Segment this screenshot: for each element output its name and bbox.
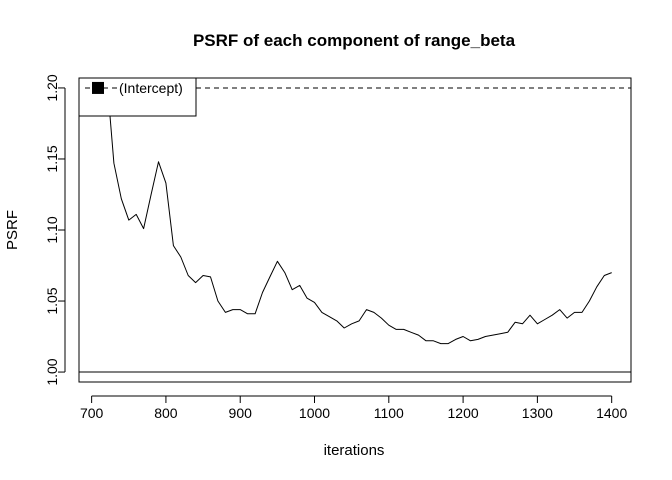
x-tick-label: 1200 bbox=[448, 405, 479, 421]
plot-frame bbox=[78, 77, 632, 383]
x-axis: 700 800 900 1000 1100 1200 1300 1400 bbox=[80, 395, 627, 421]
x-tick-label: 900 bbox=[229, 405, 253, 421]
x-axis-label: iterations bbox=[324, 442, 385, 459]
x-tick-label: 800 bbox=[154, 405, 178, 421]
legend: (Intercept) bbox=[78, 77, 197, 117]
plot-area bbox=[79, 78, 631, 373]
y-tick-label: 1.10 bbox=[44, 216, 60, 243]
y-axis-label: PSRF bbox=[4, 210, 21, 250]
x-tick-label: 1100 bbox=[374, 405, 404, 421]
x-tick-label: 1400 bbox=[596, 405, 627, 421]
x-tick-label: 1000 bbox=[299, 405, 330, 421]
y-tick-label: 1.15 bbox=[44, 145, 60, 172]
legend-swatch bbox=[92, 81, 104, 94]
y-tick-label: 1.05 bbox=[44, 287, 60, 314]
x-tick-label: 700 bbox=[80, 405, 104, 421]
chart-title: PSRF of each component of range_beta bbox=[193, 31, 516, 50]
x-tick-label: 1300 bbox=[522, 405, 553, 421]
series-line-intercept bbox=[106, 78, 612, 345]
legend-label: (Intercept) bbox=[119, 80, 183, 96]
y-axis: 1.00 1.05 1.10 1.15 1.20 bbox=[44, 74, 66, 386]
y-tick-label: 1.00 bbox=[44, 358, 60, 385]
y-tick-label: 1.20 bbox=[44, 74, 60, 101]
